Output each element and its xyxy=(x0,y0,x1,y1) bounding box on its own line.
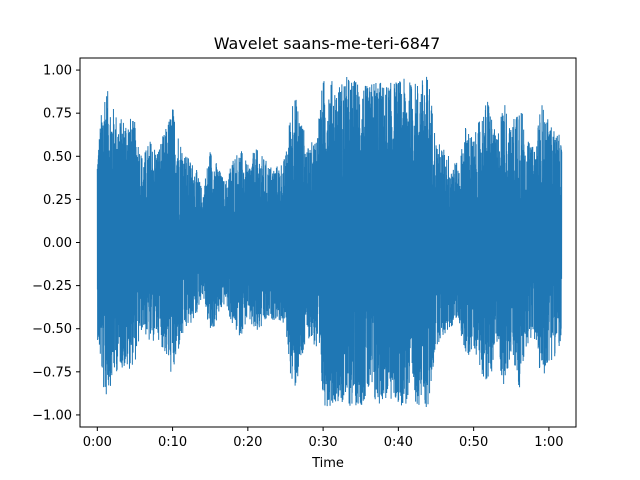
waveform-series-line xyxy=(96,76,563,407)
x-tick-label: 0:40 xyxy=(384,435,413,450)
y-tick-label: −0.75 xyxy=(32,365,72,380)
y-tick-label: 0.50 xyxy=(43,150,72,165)
y-tick-label: 0.75 xyxy=(43,107,72,122)
y-tick-label: 0.25 xyxy=(43,193,72,208)
x-tick-label: 0:10 xyxy=(158,435,187,450)
x-tick-label: 0:20 xyxy=(233,435,262,450)
y-axis: 1.00 0.75 0.50 0.25 0.00 −0.25 −0.50 −0.75 −1.00 xyxy=(32,64,80,423)
x-tick-label: 0:00 xyxy=(83,435,112,450)
y-tick-label: −0.50 xyxy=(32,322,72,337)
y-tick-label: 1.00 xyxy=(43,64,72,79)
x-axis-label: Time xyxy=(311,456,344,471)
chart-title: Wavelet saans-me-teri-6847 xyxy=(214,34,441,53)
x-tick-label: 0:30 xyxy=(309,435,338,450)
x-tick-label: 0:50 xyxy=(459,435,488,450)
x-tick-label: 1:00 xyxy=(534,435,563,450)
plot-area xyxy=(96,76,563,407)
x-axis: 0:00 0:10 0:20 0:30 0:40 0:50 1:00 xyxy=(83,427,564,450)
y-tick-label: −1.00 xyxy=(32,408,72,423)
y-tick-label: −0.25 xyxy=(32,279,72,294)
y-tick-label: 0.00 xyxy=(43,236,72,251)
